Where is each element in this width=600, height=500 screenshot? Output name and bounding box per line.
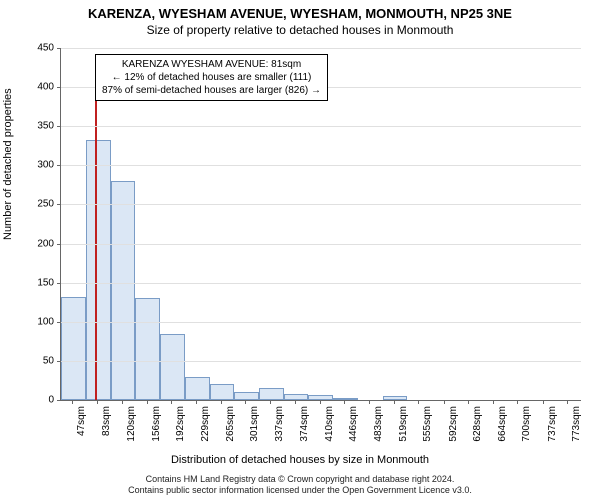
y-tick-label: 150	[24, 277, 54, 288]
x-axis-caption: Distribution of detached houses by size …	[0, 454, 600, 466]
gridline	[61, 165, 581, 166]
x-tick-label: 555sqm	[422, 406, 433, 450]
x-tick-label: 773sqm	[571, 406, 582, 450]
y-tick-mark	[57, 322, 61, 323]
x-tick-label: 120sqm	[126, 406, 137, 450]
histogram-bar	[185, 377, 210, 400]
y-tick-mark	[57, 87, 61, 88]
x-tick-mark	[444, 400, 445, 404]
y-axis-label: Number of detached properties	[2, 88, 14, 240]
x-tick-mark	[320, 400, 321, 404]
x-tick-mark	[369, 400, 370, 404]
property-marker-line	[95, 83, 97, 400]
x-tick-label: 483sqm	[373, 406, 384, 450]
x-tick-label: 47sqm	[76, 406, 87, 450]
x-tick-mark	[543, 400, 544, 404]
x-tick-mark	[567, 400, 568, 404]
y-tick-label: 200	[24, 238, 54, 249]
x-tick-mark	[147, 400, 148, 404]
x-tick-mark	[72, 400, 73, 404]
histogram-bar	[210, 384, 235, 400]
x-tick-mark	[344, 400, 345, 404]
histogram-bar	[160, 334, 185, 400]
gridline	[61, 322, 581, 323]
y-tick-mark	[57, 244, 61, 245]
x-tick-mark	[221, 400, 222, 404]
x-tick-mark	[97, 400, 98, 404]
histogram-bar	[333, 398, 358, 400]
x-tick-label: 83sqm	[101, 406, 112, 450]
gridline	[61, 126, 581, 127]
x-tick-mark	[394, 400, 395, 404]
x-tick-label: 301sqm	[249, 406, 260, 450]
x-tick-label: 229sqm	[200, 406, 211, 450]
copyright-line2: Contains public sector information licen…	[0, 485, 600, 496]
x-tick-label: 265sqm	[225, 406, 236, 450]
annotation-line: KARENZA WYESHAM AVENUE: 81sqm	[102, 58, 321, 71]
histogram-bar	[234, 392, 259, 400]
x-tick-label: 156sqm	[151, 406, 162, 450]
x-tick-mark	[295, 400, 296, 404]
gridline	[61, 48, 581, 49]
y-tick-label: 350	[24, 121, 54, 132]
title-block: KARENZA, WYESHAM AVENUE, WYESHAM, MONMOU…	[0, 6, 600, 37]
histogram-bar	[135, 298, 160, 400]
y-tick-label: 0	[24, 395, 54, 406]
gridline	[61, 204, 581, 205]
annotation-line: ← 12% of detached houses are smaller (11…	[102, 71, 321, 84]
x-tick-label: 700sqm	[521, 406, 532, 450]
x-tick-mark	[517, 400, 518, 404]
y-tick-mark	[57, 126, 61, 127]
y-tick-mark	[57, 204, 61, 205]
copyright-block: Contains HM Land Registry data © Crown c…	[0, 474, 600, 497]
y-tick-label: 50	[24, 355, 54, 366]
y-tick-mark	[57, 400, 61, 401]
x-tick-label: 410sqm	[324, 406, 335, 450]
x-tick-mark	[196, 400, 197, 404]
y-tick-mark	[57, 48, 61, 49]
x-tick-label: 664sqm	[497, 406, 508, 450]
x-tick-label: 192sqm	[175, 406, 186, 450]
histogram-bar	[308, 395, 333, 400]
histogram-bar	[111, 181, 136, 400]
x-tick-mark	[245, 400, 246, 404]
y-tick-label: 450	[24, 43, 54, 54]
x-tick-label: 519sqm	[398, 406, 409, 450]
copyright-line1: Contains HM Land Registry data © Crown c…	[0, 474, 600, 485]
x-tick-label: 374sqm	[299, 406, 310, 450]
y-tick-label: 400	[24, 82, 54, 93]
histogram-bar	[284, 394, 309, 400]
x-tick-label: 737sqm	[547, 406, 558, 450]
x-tick-mark	[418, 400, 419, 404]
gridline	[61, 361, 581, 362]
histogram-bar	[61, 297, 86, 400]
x-tick-mark	[468, 400, 469, 404]
x-tick-mark	[493, 400, 494, 404]
histogram-bar	[383, 396, 408, 400]
y-tick-label: 100	[24, 316, 54, 327]
x-tick-label: 628sqm	[472, 406, 483, 450]
annotation-line: 87% of semi-detached houses are larger (…	[102, 84, 321, 97]
title-line1: KARENZA, WYESHAM AVENUE, WYESHAM, MONMOU…	[0, 6, 600, 21]
x-tick-label: 337sqm	[274, 406, 285, 450]
y-tick-mark	[57, 283, 61, 284]
annotation-box: KARENZA WYESHAM AVENUE: 81sqm← 12% of de…	[95, 54, 328, 101]
x-tick-mark	[270, 400, 271, 404]
gridline	[61, 283, 581, 284]
x-tick-label: 592sqm	[448, 406, 459, 450]
chart-container: KARENZA, WYESHAM AVENUE, WYESHAM, MONMOU…	[0, 0, 600, 500]
x-tick-mark	[122, 400, 123, 404]
gridline	[61, 244, 581, 245]
x-tick-mark	[171, 400, 172, 404]
y-tick-mark	[57, 165, 61, 166]
y-tick-label: 250	[24, 199, 54, 210]
y-tick-label: 300	[24, 160, 54, 171]
histogram-bar	[259, 388, 284, 400]
x-tick-label: 446sqm	[348, 406, 359, 450]
title-line2: Size of property relative to detached ho…	[0, 23, 600, 37]
y-tick-mark	[57, 361, 61, 362]
